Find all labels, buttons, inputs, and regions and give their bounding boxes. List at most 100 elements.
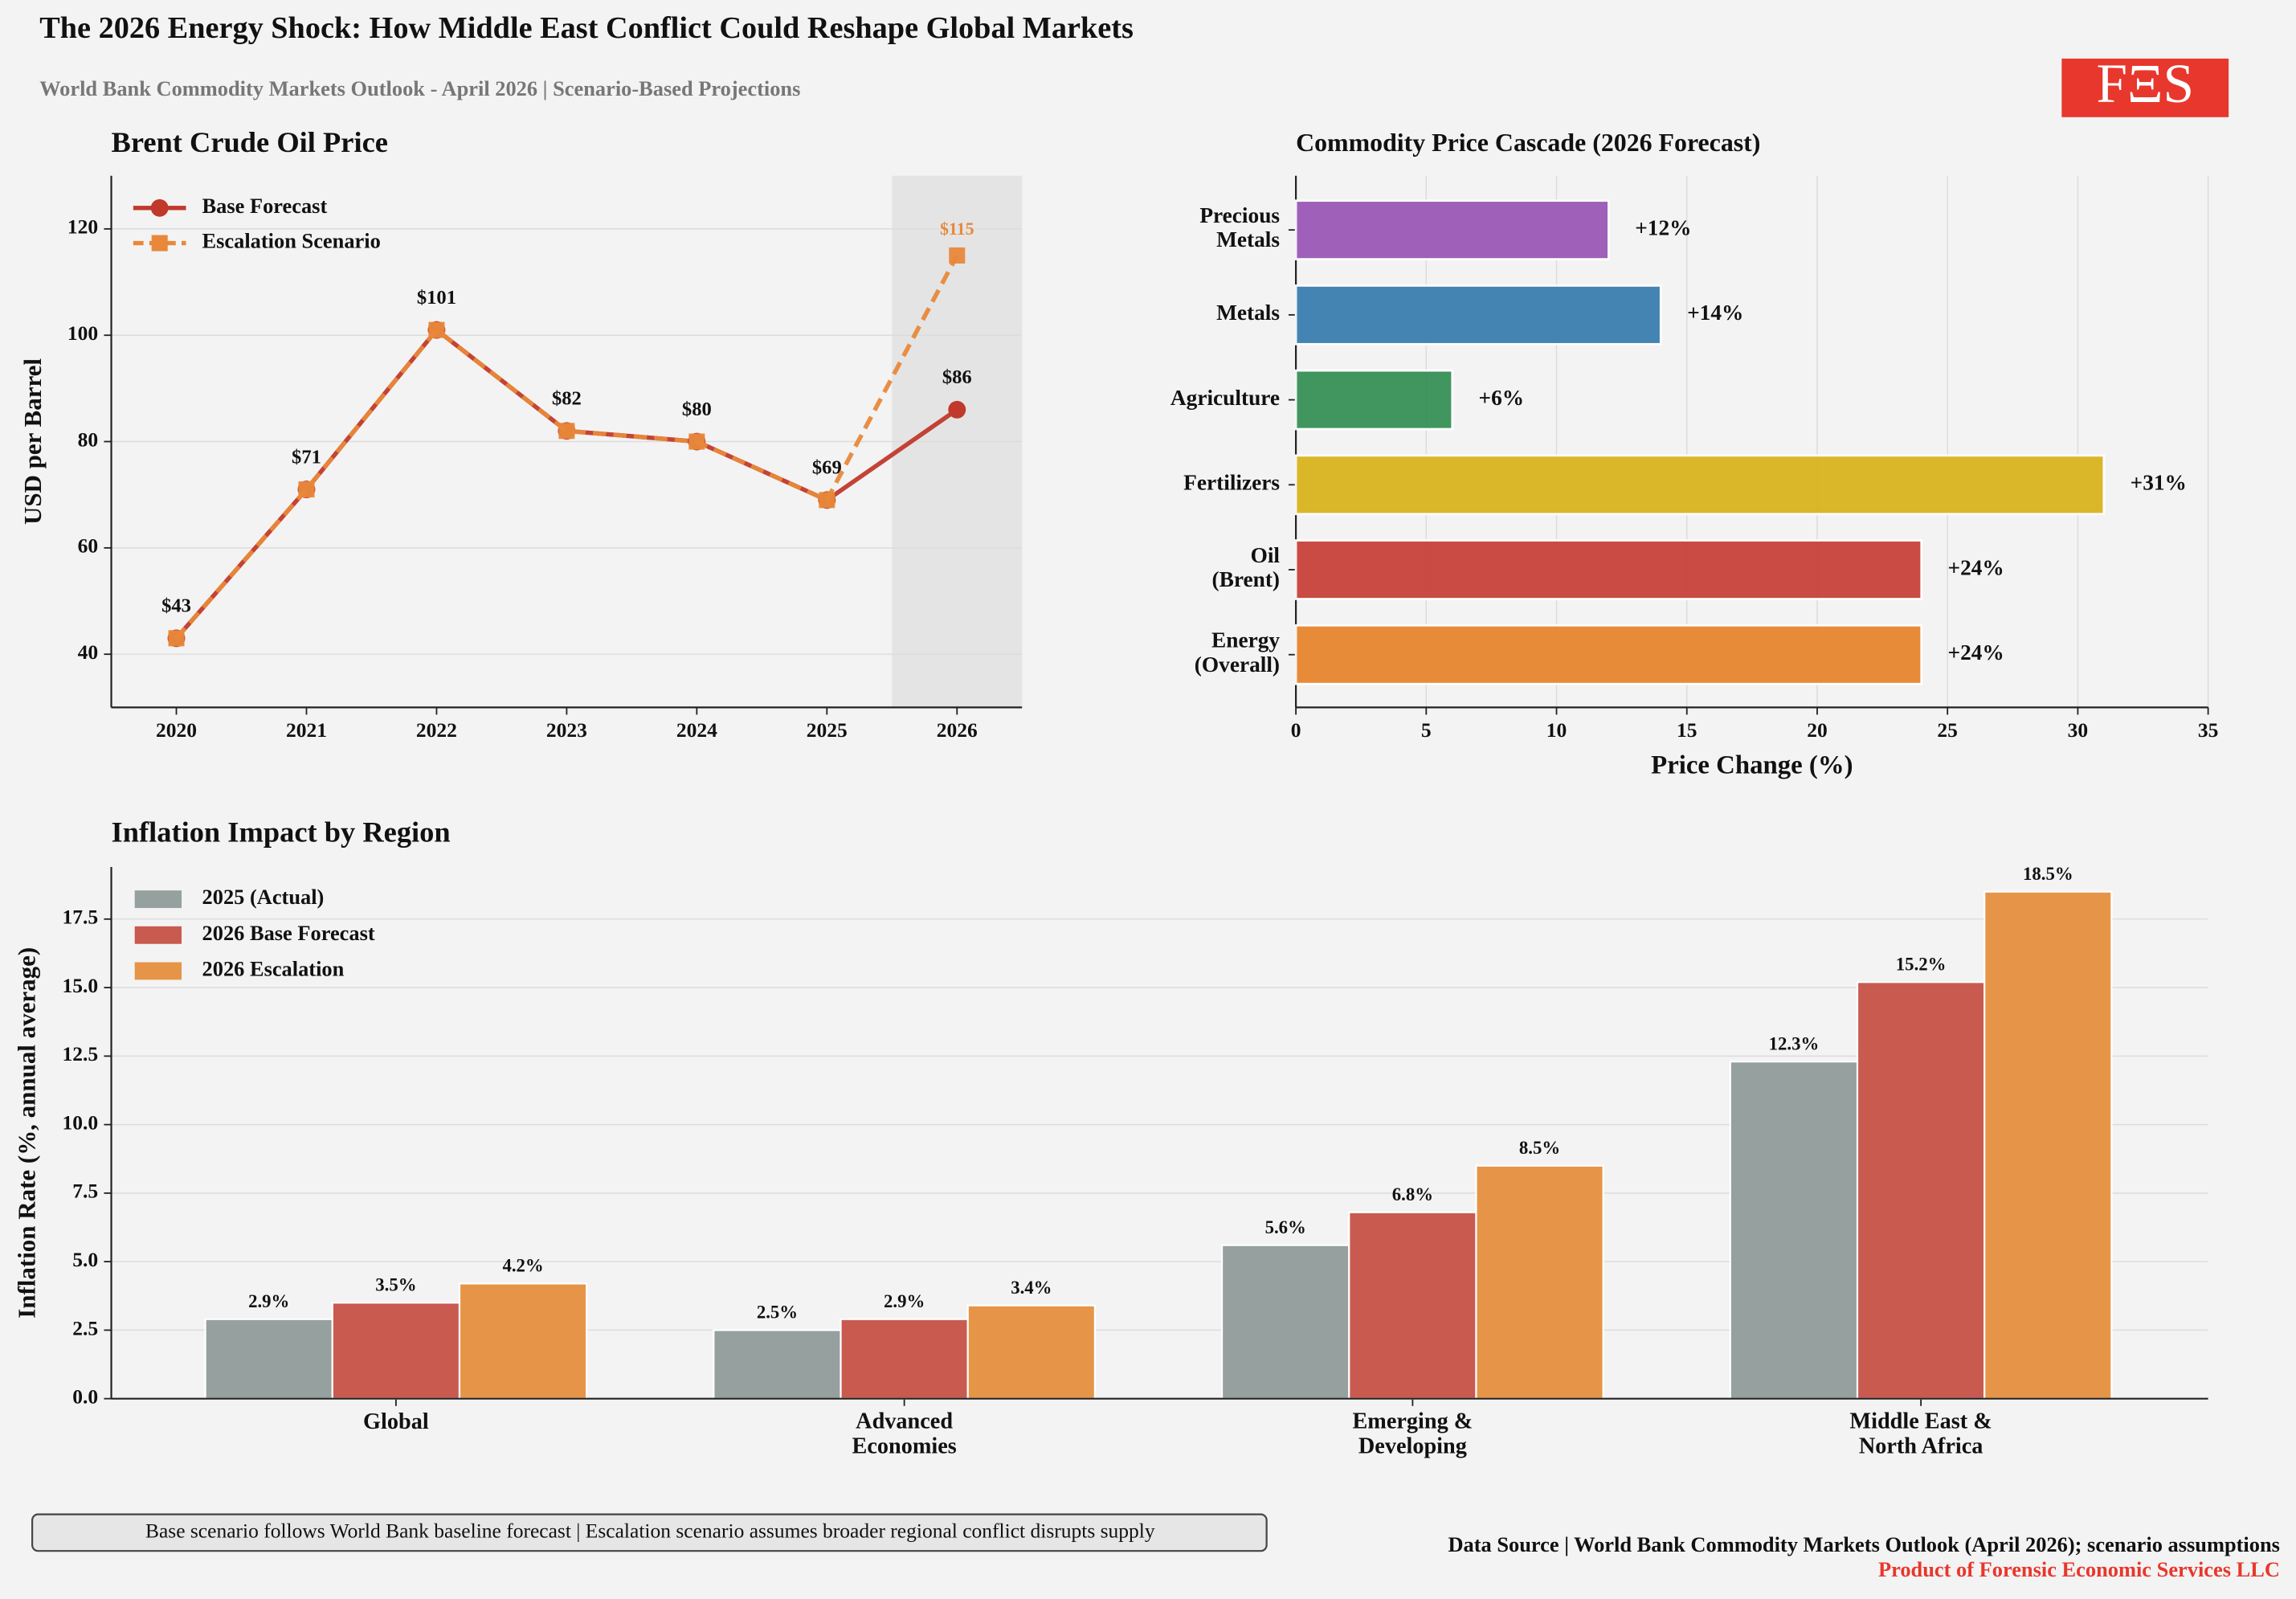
footer-source: Data Source | World Bank Commodity Marke… (1448, 1532, 2279, 1556)
y-tick-label: Agriculture (1170, 386, 1280, 410)
bar (1294, 369, 1454, 431)
y-tick-label: Precious Metals (1199, 203, 1280, 252)
chart-title: Commodity Price Cascade (2026 Forecast) (1296, 129, 1760, 157)
y-tick-label: Fertilizers (1183, 471, 1280, 495)
data-label: 5.6% (1265, 1217, 1306, 1237)
bar (1348, 1211, 1477, 1400)
legend-swatch (134, 890, 182, 909)
marker (949, 247, 966, 264)
y-tick-label: Energy (Overall) (1195, 628, 1281, 677)
data-label: $71 (292, 446, 321, 468)
data-label: +24% (1948, 555, 2004, 579)
x-axis-label: Price Change (%) (1651, 751, 1853, 780)
bar (1729, 1061, 1859, 1400)
x-tick-label: 30 (2068, 718, 2089, 742)
marker (298, 481, 315, 498)
y-axis-label: Inflation Rate (%, annual average) (13, 947, 41, 1319)
y-tick-label: 2.5 (72, 1316, 98, 1339)
marker (948, 400, 966, 419)
y-tick-label: 17.5 (63, 906, 99, 929)
data-label: 8.5% (1519, 1138, 1560, 1158)
bar (1294, 454, 2106, 516)
marker (558, 423, 575, 440)
bar (1856, 981, 1986, 1400)
legend-marker (150, 198, 169, 217)
data-label: $43 (161, 595, 191, 617)
page-title: The 2026 Energy Shock: How Middle East C… (39, 11, 1134, 45)
data-label: 12.3% (1769, 1033, 1820, 1053)
data-label: 2.5% (757, 1303, 798, 1323)
x-tick-label: Global (363, 1409, 429, 1434)
bar (966, 1304, 1097, 1400)
x-tick-label: 2022 (416, 718, 457, 742)
footer-credit: Product of Forensic Economic Services LL… (1878, 1557, 2280, 1581)
bar (1294, 284, 1662, 346)
x-tick-label: 5 (1421, 718, 1432, 742)
data-label: $86 (942, 366, 972, 388)
y-tick-label: 15.0 (63, 974, 99, 997)
y-tick-label: 5.0 (72, 1248, 98, 1271)
data-label: 2.9% (248, 1291, 289, 1311)
bar (713, 1329, 842, 1400)
x-tick-label: Emerging & Developing (1352, 1409, 1473, 1459)
legend-swatch (134, 962, 182, 980)
bar (1475, 1164, 1604, 1400)
y-tick-label: 120 (67, 215, 98, 239)
legend-label: 2025 (Actual) (202, 885, 325, 909)
y-tick-label: 10.0 (63, 1110, 99, 1134)
x-tick-label: 0 (1291, 718, 1301, 742)
x-tick-label: 10 (1546, 718, 1567, 742)
x-tick-label: 35 (2198, 718, 2218, 742)
y-tick-label: Oil (Brent) (1212, 543, 1281, 591)
x-tick-label: 15 (1677, 718, 1697, 742)
data-label: +12% (1635, 215, 1691, 239)
bar (840, 1318, 969, 1400)
logo: FΞS (2096, 52, 2194, 114)
x-tick-label: 20 (1807, 718, 1827, 742)
bar (1294, 199, 1610, 260)
x-tick-label: 2024 (676, 718, 717, 742)
marker (819, 492, 835, 509)
y-tick-label: 12.5 (63, 1042, 99, 1065)
x-tick-label: Middle East & North Africa (1849, 1409, 1992, 1459)
chart-title: Brent Crude Oil Price (112, 126, 388, 158)
data-label: $82 (552, 388, 582, 410)
y-tick-label: 60 (78, 534, 98, 558)
x-tick-label: 2023 (546, 718, 587, 742)
bar (458, 1282, 588, 1400)
data-label: 18.5% (2023, 864, 2073, 884)
data-label: $80 (682, 399, 712, 420)
legend-label: Escalation Scenario (202, 229, 381, 253)
data-label: $115 (940, 219, 974, 239)
logo-box (2061, 58, 2229, 117)
data-label: 6.8% (1392, 1184, 1433, 1204)
marker (168, 630, 185, 647)
page-subtitle: World Bank Commodity Markets Outlook - A… (39, 76, 800, 100)
x-tick-label: Advanced Economies (852, 1409, 956, 1459)
bar (331, 1302, 461, 1400)
chart-title: Inflation Impact by Region (112, 816, 451, 848)
bar (204, 1318, 333, 1400)
data-label: 2.9% (884, 1291, 925, 1311)
x-tick-label: 2020 (156, 718, 197, 742)
data-label: +14% (1687, 301, 1743, 325)
legend-marker (151, 235, 168, 252)
data-label: +24% (1948, 640, 2004, 665)
footer-note: Base scenario follows World Bank baselin… (145, 1519, 1155, 1542)
legend-label: 2026 Base Forecast (202, 921, 375, 945)
y-axis-label: USD per Barrel (18, 358, 47, 525)
y-tick-label: 40 (78, 640, 98, 664)
y-tick-label: 80 (78, 427, 98, 451)
bar (1294, 624, 1923, 685)
y-tick-label: 0.0 (72, 1385, 98, 1409)
bar (1220, 1244, 1350, 1400)
data-label: $69 (812, 457, 842, 479)
legend-label: Base Forecast (202, 194, 328, 218)
x-tick-label: 2026 (937, 718, 978, 742)
x-tick-label: 25 (1937, 718, 1958, 742)
legend-label: 2026 Escalation (202, 956, 345, 980)
data-label: $101 (417, 287, 456, 309)
marker (688, 433, 705, 450)
